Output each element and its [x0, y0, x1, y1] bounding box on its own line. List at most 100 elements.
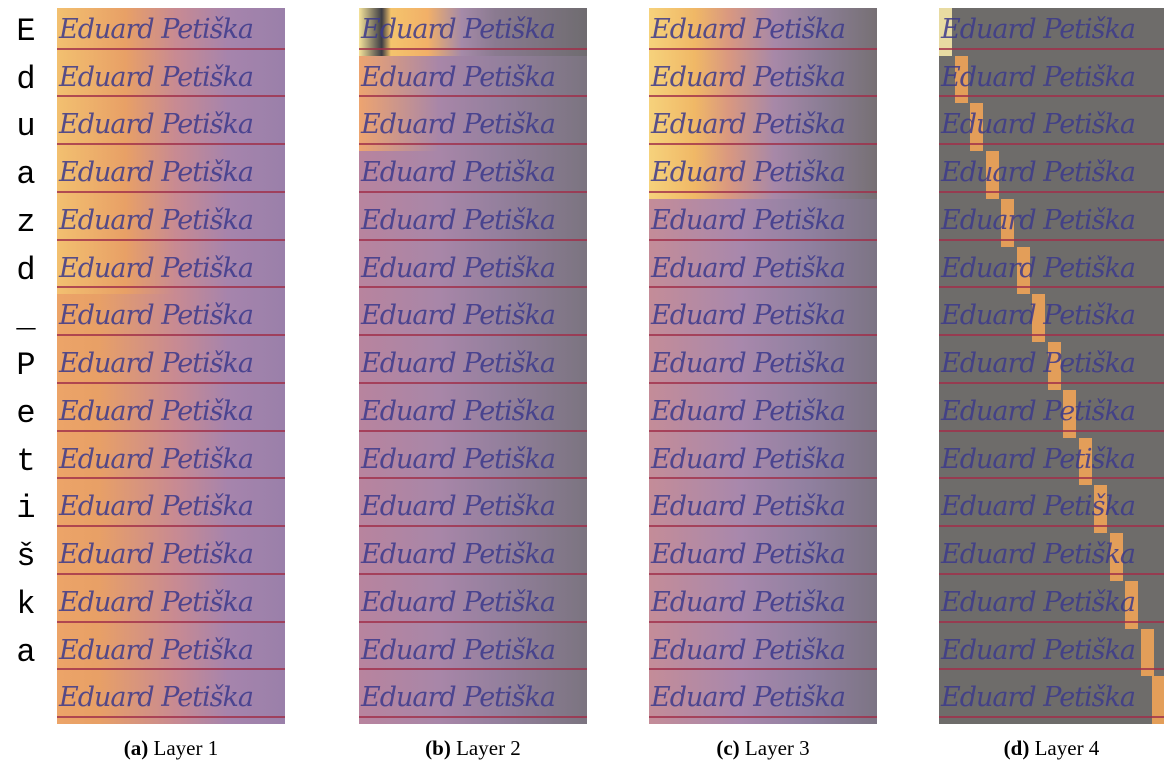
handwriting: Eduard Petiška: [361, 634, 556, 666]
baseline: [57, 381, 285, 384]
word-image: Eduard Petiška: [359, 676, 587, 724]
word-image: Eduard Petiška: [57, 246, 285, 295]
baseline: [649, 238, 877, 241]
word-image: Eduard Petiška: [359, 580, 587, 629]
handwriting: Eduard Petiška: [651, 14, 846, 45]
caption-tag: (c): [716, 736, 740, 760]
handwriting: Eduard Petiška: [59, 109, 254, 141]
handwriting: Eduard Petiška: [941, 348, 1136, 380]
handwriting: Eduard Petiška: [59, 252, 254, 284]
heatmap-panel: Eduard Petiška Eduard Petiška Eduard Petiš…: [939, 8, 1164, 724]
attention-highlight: [939, 8, 952, 56]
handwriting: Eduard Petiška: [651, 157, 846, 189]
attention-highlight: [1016, 246, 1030, 295]
handwriting: Eduard Petiška: [361, 443, 556, 475]
word-image: Eduard Petiška: [57, 294, 285, 343]
handwriting: Eduard Petiška: [651, 348, 846, 380]
handwriting: Eduard Petiška: [651, 586, 846, 618]
word-image: Eduard Petiška: [649, 55, 877, 104]
handwriting: Eduard Petiška: [59, 586, 254, 618]
row-label: a: [16, 156, 36, 194]
handwriting: Eduard Petiška: [651, 682, 846, 714]
handwriting: Eduard Petiška: [59, 61, 254, 93]
baseline: [57, 190, 285, 193]
word-image: Eduard Petiška: [939, 533, 1164, 581]
row-label: d: [16, 251, 36, 289]
word-image: Eduard Petiška: [939, 676, 1164, 724]
baseline: [939, 429, 1164, 432]
word-image: Eduard Petiška: [939, 628, 1164, 677]
handwriting: Eduard Petiška: [941, 300, 1136, 332]
word-image: Eduard Petiška: [649, 103, 877, 152]
handwriting: Eduard Petiška: [651, 204, 846, 236]
handwriting: Eduard Petiška: [651, 491, 846, 523]
word-image: Eduard Petiška: [359, 55, 587, 104]
attention-highlight: [954, 55, 968, 104]
word-image: Eduard Petiška: [649, 342, 877, 390]
row-label: E: [16, 13, 36, 50]
baseline: [649, 668, 877, 671]
handwriting: Eduard Petiška: [941, 157, 1136, 189]
row-label: š: [16, 538, 36, 576]
word-image: Eduard Petiška: [649, 246, 877, 295]
word-image: Eduard Petiška: [649, 628, 877, 677]
handwriting: Eduard Petiška: [941, 204, 1136, 236]
handwriting: Eduard Petiška: [59, 395, 254, 427]
handwriting: Eduard Petiška: [361, 300, 556, 332]
baseline: [359, 381, 587, 384]
attention-highlight: [1109, 533, 1123, 581]
baseline: [939, 381, 1164, 384]
baseline: [57, 47, 285, 50]
baseline: [649, 47, 877, 50]
caption: (c) Layer 3: [643, 736, 883, 761]
baseline: [649, 190, 877, 193]
word-image: Eduard Petiška: [57, 8, 285, 56]
attention-highlight: [1152, 676, 1164, 724]
baseline: [359, 715, 587, 718]
handwriting: Eduard Petiška: [651, 539, 846, 571]
handwriting: Eduard Petiška: [361, 109, 556, 141]
baseline: [57, 286, 285, 289]
word-image: Eduard Petiška: [359, 103, 587, 152]
word-image: Eduard Petiška: [649, 485, 877, 534]
baseline: [359, 143, 587, 146]
attention-highlight: [1047, 342, 1061, 390]
handwriting: Eduard Petiška: [941, 109, 1136, 141]
baseline: [649, 381, 877, 384]
baseline: [359, 286, 587, 289]
caption-tag: (b): [425, 736, 451, 760]
heatmap-panel: Eduard Petiška Eduard Petiška Eduard Petiš…: [57, 8, 285, 724]
handwriting: Eduard Petiška: [361, 395, 556, 427]
word-image: Eduard Petiška: [57, 485, 285, 534]
attention-highlight: [985, 151, 999, 199]
caption-text: Layer 2: [456, 736, 521, 760]
word-image: Eduard Petiška: [57, 676, 285, 724]
baseline: [359, 668, 587, 671]
word-image: Eduard Petiška: [939, 151, 1164, 199]
word-image: Eduard Petiška: [359, 8, 587, 56]
handwriting: Eduard Petiška: [941, 443, 1136, 475]
handwriting: Eduard Petiška: [59, 204, 254, 236]
baseline: [359, 238, 587, 241]
word-image: Eduard Petiška: [939, 55, 1164, 104]
row-label: u: [16, 108, 36, 146]
caption-tag: (a): [123, 736, 149, 760]
baseline: [57, 429, 285, 432]
baseline: [57, 143, 285, 146]
baseline: [939, 715, 1164, 718]
attention-highlight: [970, 103, 983, 152]
caption: (d) Layer 4: [932, 736, 1164, 761]
baseline: [939, 143, 1164, 146]
row-label: a: [16, 633, 36, 671]
handwriting: Eduard Petiška: [59, 300, 254, 332]
caption: (b) Layer 2: [353, 736, 593, 761]
word-image: Eduard Petiška: [57, 198, 285, 247]
baseline: [939, 477, 1164, 480]
word-image: Eduard Petiška: [939, 103, 1164, 152]
word-image: Eduard Petiška: [649, 676, 877, 724]
baseline: [359, 620, 587, 623]
baseline: [359, 190, 587, 193]
baseline: [359, 429, 587, 432]
heatmap-panel: Eduard Petiška Eduard Petiška Eduard Petiš…: [359, 8, 587, 724]
row-label: P: [16, 347, 36, 385]
